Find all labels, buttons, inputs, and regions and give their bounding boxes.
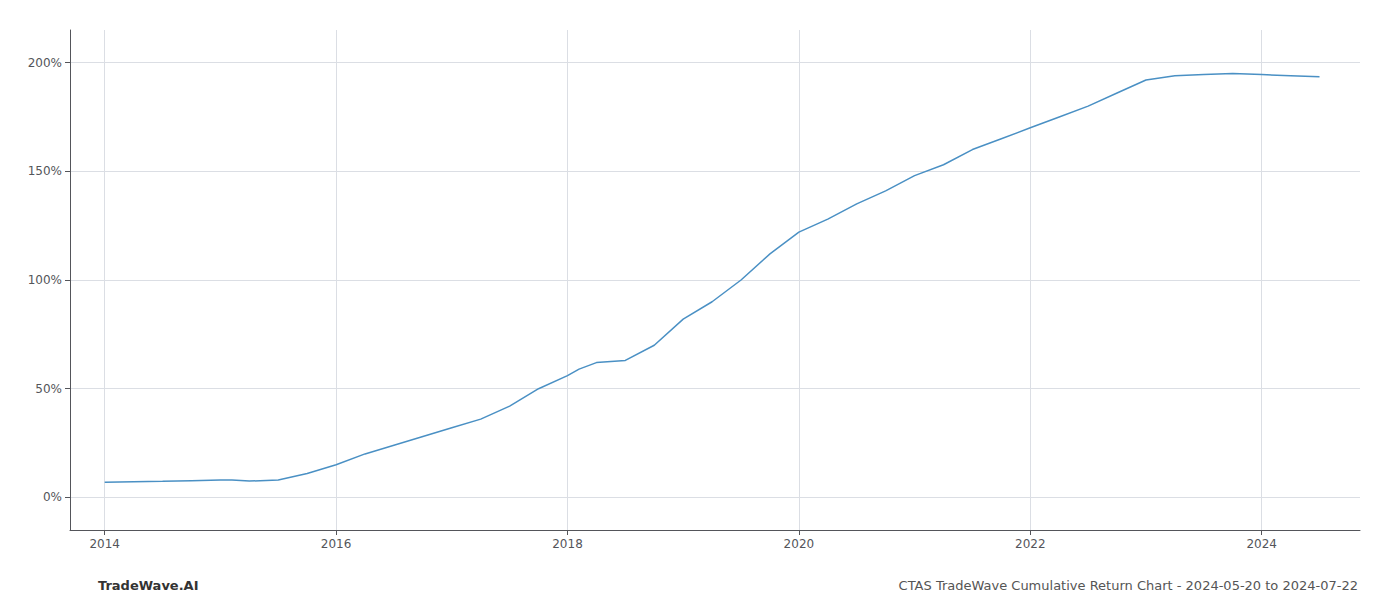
svg-text:2020: 2020 [784,537,815,551]
svg-text:CTAS TradeWave Cumulative Retu: CTAS TradeWave Cumulative Return Chart -… [899,578,1358,593]
svg-text:2016: 2016 [321,537,352,551]
svg-text:2024: 2024 [1246,537,1277,551]
svg-text:0%: 0% [43,490,62,504]
svg-text:200%: 200% [28,56,62,70]
svg-text:150%: 150% [28,164,62,178]
svg-text:2022: 2022 [1015,537,1046,551]
svg-text:100%: 100% [28,273,62,287]
svg-text:50%: 50% [35,382,62,396]
svg-text:2018: 2018 [552,537,583,551]
svg-text:2014: 2014 [89,537,120,551]
svg-text:TradeWave.AI: TradeWave.AI [98,578,199,593]
